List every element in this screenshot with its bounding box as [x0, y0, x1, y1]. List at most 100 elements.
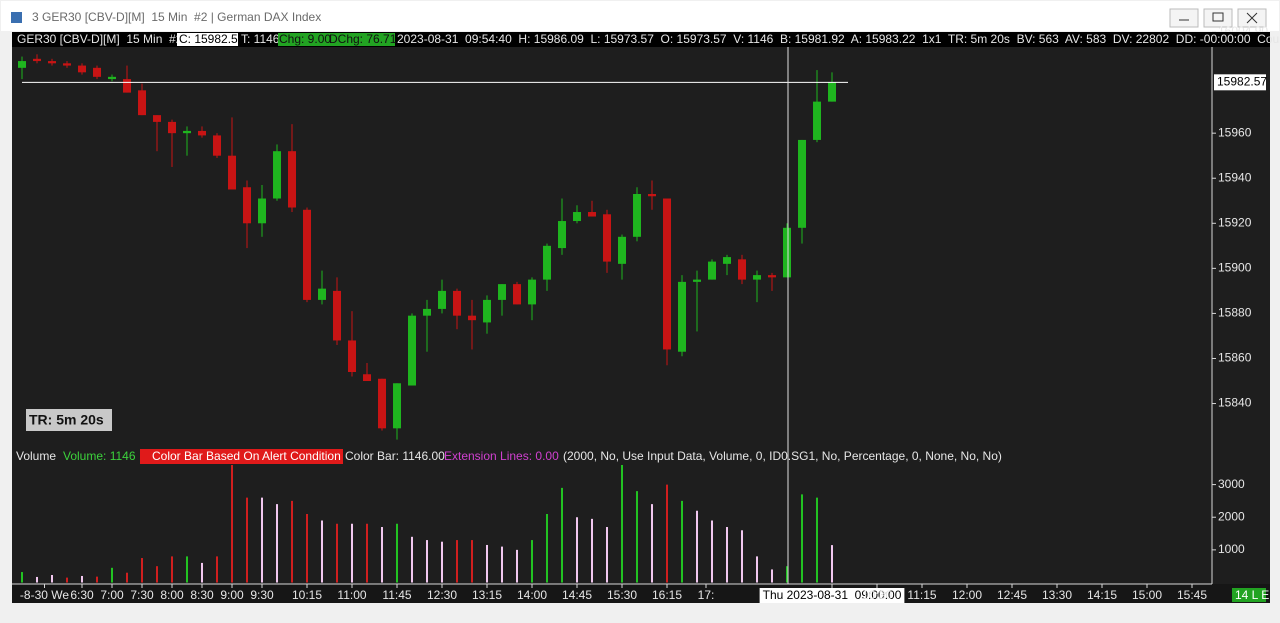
x-tick-label: 7:00 [100, 588, 124, 602]
status-text: 14 L E [1235, 588, 1269, 602]
title-bar [1, 1, 1279, 31]
x-tick-label: 11:15 [907, 588, 936, 602]
x-tick-label: 11:45 [382, 588, 411, 602]
candle-body [468, 315, 477, 321]
x-tick-label: 14:00 [517, 588, 547, 602]
status-box [1232, 588, 1266, 602]
candle-body [333, 290, 342, 341]
candle-body [108, 76, 117, 80]
candle-body [768, 275, 777, 278]
y-tick-label: 15920 [1218, 215, 1252, 229]
candle-body [213, 135, 222, 156]
daily-change: DChg: 76.71 [329, 32, 397, 46]
x-tick-label: 10:30 [862, 588, 892, 602]
x-tick-label: 14:15 [1087, 588, 1117, 602]
candle-body [303, 209, 312, 300]
alert-text: Color Bar Based On Alert Condition [152, 449, 341, 463]
x-tick-highlight [759, 588, 905, 603]
y-tick-label: 15860 [1218, 351, 1252, 365]
last-price-box [1214, 74, 1266, 91]
candle-body [738, 259, 747, 280]
x-tick-label: 6:30 [70, 588, 94, 602]
y-tick-label: 15940 [1218, 170, 1252, 184]
close-icon [1246, 12, 1258, 24]
symbol: GER30 [CBV-D][M] 15 Min #2 [17, 32, 183, 46]
candle-body [78, 65, 87, 73]
volume-value: Volume: 1146 [63, 449, 136, 463]
study-inputs: (2000, No, Use Input Data, Volume, 0, ID… [563, 449, 1002, 463]
x-tick-label: 12:45 [997, 588, 1027, 602]
time-axis [12, 584, 1270, 603]
candle-body [693, 279, 702, 282]
candle-body [288, 151, 297, 208]
y-tick-label: 15840 [1218, 396, 1252, 410]
y-tick-label: 15960 [1218, 125, 1252, 139]
candle-body [423, 308, 432, 316]
maximize-button[interactable] [1203, 8, 1233, 28]
change: Chg: 9.00 [279, 32, 331, 46]
candle-body [243, 187, 252, 224]
candle-body [813, 101, 822, 140]
alert-box [140, 449, 343, 464]
candle-body [168, 121, 177, 134]
candle-body [753, 275, 762, 280]
x-tick-label: 15:00 [1132, 588, 1162, 602]
candle-body [828, 82, 837, 102]
x-tick-label: 8:30 [190, 588, 214, 602]
candle-body [648, 194, 657, 197]
candle-body [273, 151, 282, 199]
candle-body [228, 155, 237, 190]
candle-body [573, 212, 582, 222]
x-tick-label: 7:30 [130, 588, 154, 602]
candle-body [723, 257, 732, 264]
trades: T: 1146 [241, 32, 280, 46]
minimize-button[interactable] [1169, 8, 1199, 28]
change-box [278, 33, 395, 46]
x-tick-label: 8:00 [160, 588, 184, 602]
x-tick-label: 14:45 [562, 588, 592, 602]
volume-name: Volume [16, 449, 56, 463]
x-tick-label: 16:15 [652, 588, 682, 602]
x-tick-label: 12:00 [952, 588, 982, 602]
candle-body [153, 115, 162, 122]
candle-body [378, 378, 387, 429]
candle-body [543, 245, 552, 280]
plot-layer: 1584015860158801590015920159401596016004… [18, 24, 1268, 603]
x-tick-label: 13:15 [472, 588, 502, 602]
candle-body [138, 90, 147, 116]
x-tick-label: 12:30 [427, 588, 457, 602]
candle-body [63, 63, 72, 66]
candle-body [183, 130, 192, 134]
candle-body [453, 290, 462, 316]
app-icon [11, 12, 22, 23]
candle-body [558, 221, 567, 249]
y-tick-label: 15880 [1218, 306, 1252, 320]
timer-box [26, 409, 112, 431]
x-tick-label: 10:15 [292, 588, 322, 602]
candle-body [348, 340, 357, 372]
close-text: C: 15982.57 [179, 32, 245, 46]
candle-body [663, 198, 672, 350]
last-price-label: 15982.57 [1217, 74, 1267, 88]
x-tick-label: 15:30 [607, 588, 637, 602]
candle-body [123, 79, 132, 93]
candle-body [618, 236, 627, 264]
candle-body [678, 281, 687, 352]
y-tick-label: 2000 [1218, 509, 1245, 523]
candle-body [438, 290, 447, 309]
candle-body [783, 227, 792, 278]
x-tick-label: -8-30 We [20, 588, 69, 602]
x-tick-label: 9:30 [250, 588, 274, 602]
candle-body [408, 315, 417, 386]
details: 2023-08-31 09:54:40 H: 15986.09 L: 15973… [397, 32, 1280, 46]
candle-body [798, 139, 807, 228]
candle-body [708, 261, 717, 280]
candle-body [483, 299, 492, 323]
candle-body [633, 194, 642, 237]
candle-body [93, 67, 102, 77]
x-tick-label: Thu 2023-08-31 09:00:00 [763, 588, 902, 602]
y-tick-label: 1000 [1218, 542, 1245, 556]
y-tick-label: 3000 [1218, 477, 1245, 491]
candle-body [48, 61, 57, 64]
